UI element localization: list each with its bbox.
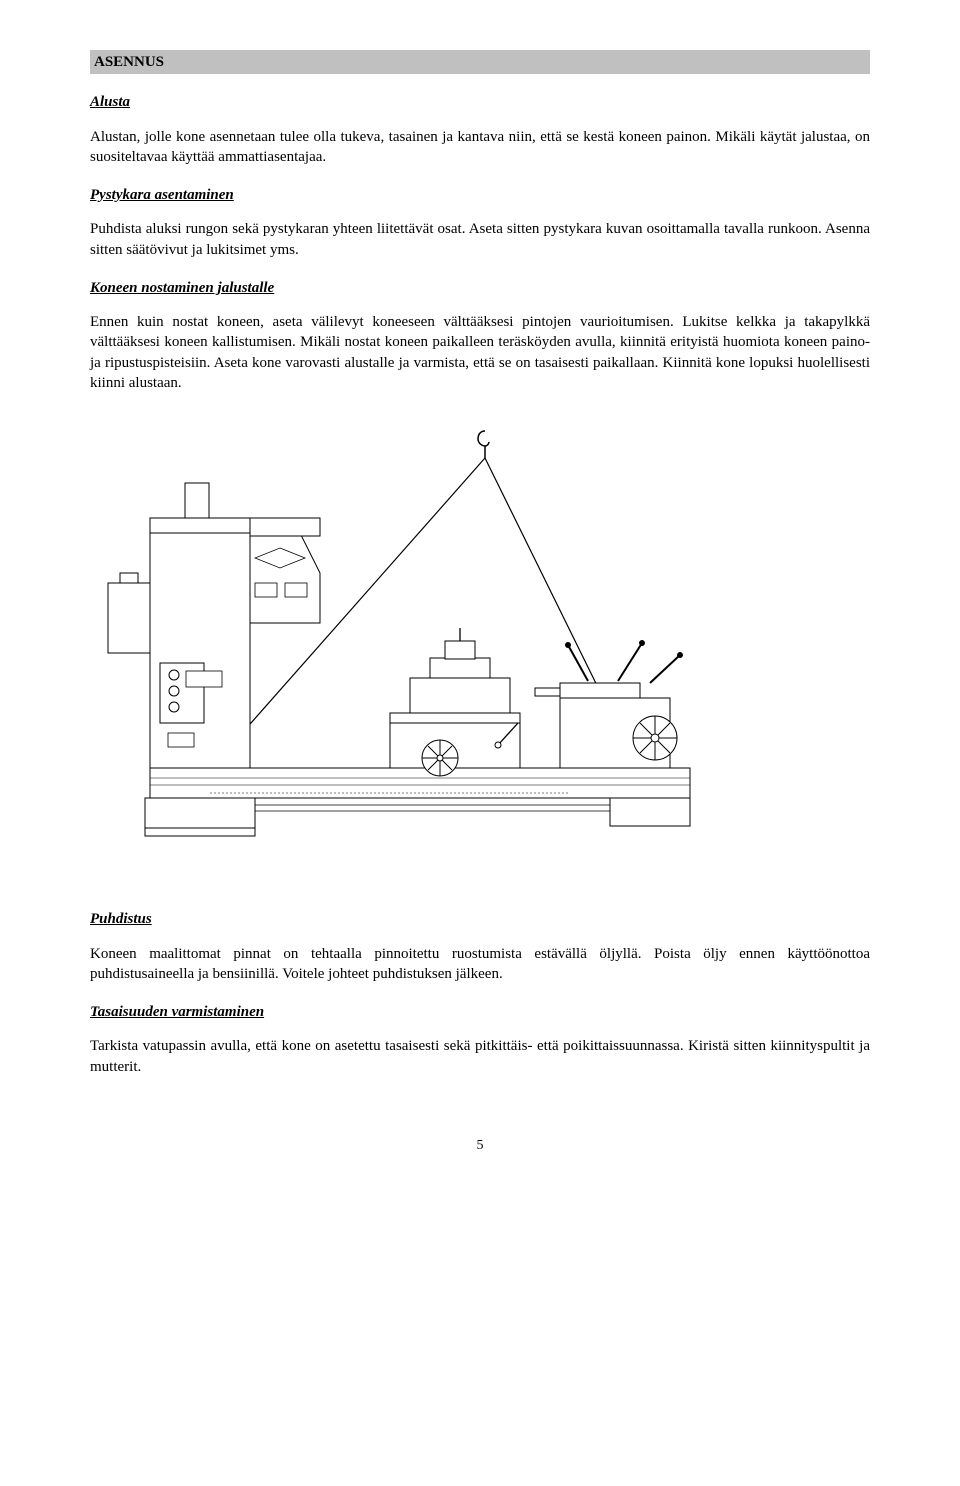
subheading-puhdistus: Puhdistus bbox=[90, 909, 870, 929]
section-header-bar: ASENNUS bbox=[90, 50, 870, 74]
subheading-nostaminen: Koneen nostaminen jalustalle bbox=[90, 278, 870, 298]
subheading-pystykara: Pystykara asentaminen bbox=[90, 185, 870, 205]
subheading-alusta: Alusta bbox=[90, 92, 870, 112]
page-number: 5 bbox=[90, 1137, 870, 1156]
para-tasaisuus-1: Tarkista vatupassin avulla, että kone on… bbox=[90, 1036, 870, 1077]
subheading-tasaisuus: Tasaisuuden varmistaminen bbox=[90, 1002, 870, 1022]
para-nostaminen-1: Ennen kuin nostat koneen, aseta välilevy… bbox=[90, 312, 870, 393]
lathe-lifting-diagram-svg bbox=[90, 423, 710, 863]
machine-diagram bbox=[90, 423, 870, 869]
para-alusta-1: Alustan, jolle kone asennetaan tulee oll… bbox=[90, 127, 870, 168]
para-pystykara-1: Puhdista aluksi rungon sekä pystykaran y… bbox=[90, 219, 870, 260]
para-puhdistus-1: Koneen maalittomat pinnat on tehtaalla p… bbox=[90, 944, 870, 985]
